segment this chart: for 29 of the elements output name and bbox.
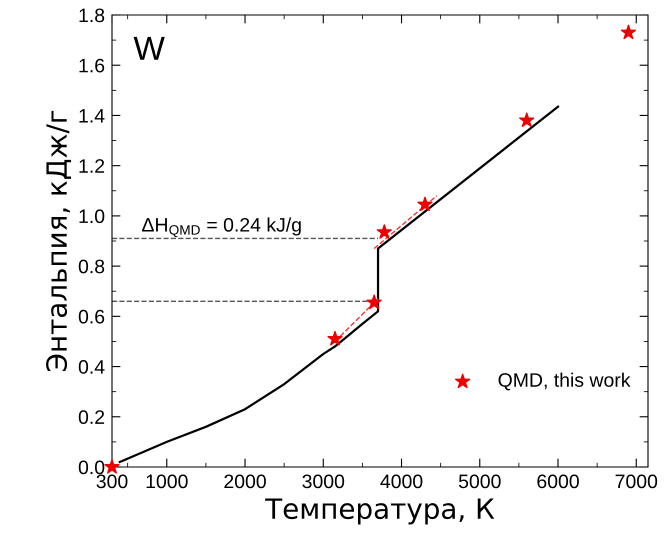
x-tick-label: 4000 [380, 474, 422, 488]
annotation: W [134, 36, 165, 60]
y-tick-label: 0.4 [78, 360, 104, 374]
y-tick-label: 1.4 [80, 109, 104, 122]
y-tick-label: 1.8 [80, 8, 104, 22]
point [620, 24, 636, 40]
point [327, 330, 343, 346]
point [366, 294, 382, 310]
x-tick-label: 6000 [537, 474, 579, 488]
x-tick-label: 300 [96, 474, 128, 488]
y-axis-title: Энтальпия, кДж/г [46, 110, 72, 371]
x-tick-label: 2000 [224, 474, 266, 488]
point [376, 224, 392, 239]
y-tick-label: 0.8 [78, 260, 104, 274]
y-tick-label: 1.6 [80, 58, 104, 72]
y-tick-label: 0.2 [78, 410, 104, 424]
y-tick-label: 1.2 [80, 159, 104, 173]
annotation: ΔH$_{QMD}$ = 0.24 kJ/g [142, 217, 301, 238]
point [519, 112, 534, 128]
y-tick-label: 1.0 [80, 209, 104, 224]
point [417, 196, 433, 212]
x-tick-label: 5000 [458, 474, 501, 488]
y-tick-label: 0.0 [78, 460, 104, 474]
x-axis-title: Температура, К [265, 498, 494, 525]
x-tick-label: 7000 [616, 474, 658, 488]
x-tick-label: 3000 [302, 474, 344, 488]
x-tick-label: 1000 [146, 474, 188, 488]
legend-label: QMD, this work [498, 372, 631, 390]
y-tick-label: 0.6 [78, 310, 104, 324]
